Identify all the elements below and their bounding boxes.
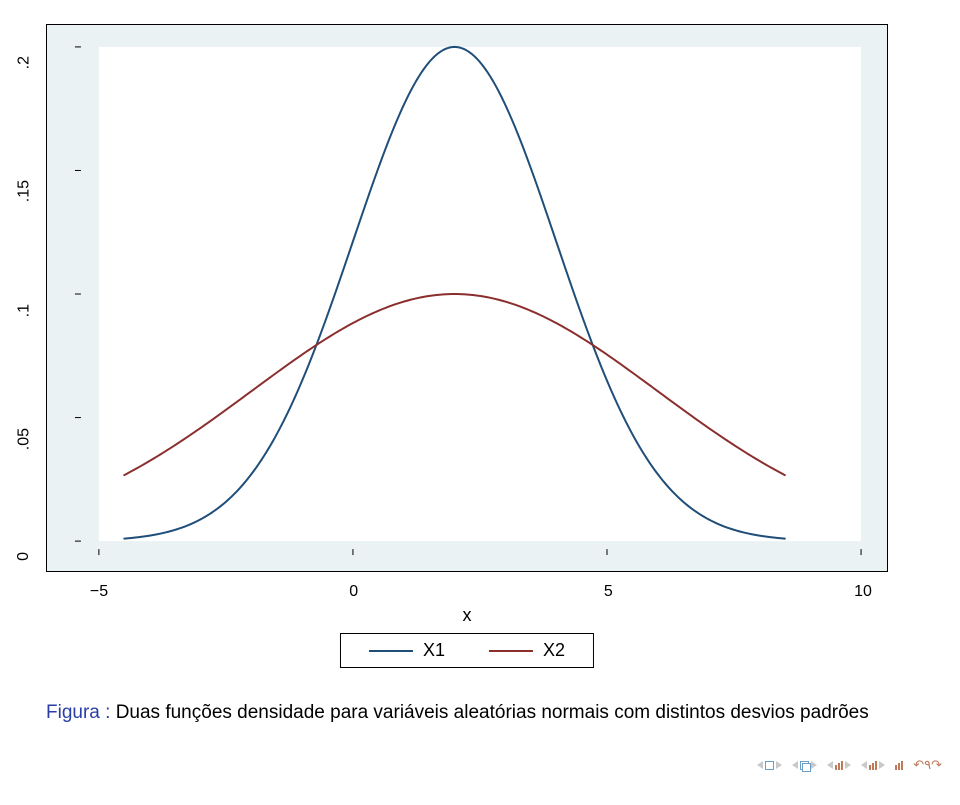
- x-tick-label: 10: [854, 583, 872, 601]
- legend-label: X1: [423, 640, 445, 661]
- legend-label: X2: [543, 640, 565, 661]
- beamer-nav-bar: ↶۹↷: [757, 757, 942, 773]
- legend-swatch: [369, 650, 413, 652]
- y-tick-label: 0: [15, 552, 33, 561]
- legend-item: X1: [369, 640, 445, 661]
- figure-caption: Figura : Duas funções densidade para var…: [46, 700, 888, 726]
- y-tick-label: .15: [15, 180, 33, 202]
- nav-section-prev[interactable]: [827, 761, 851, 770]
- x-tick-label: −5: [90, 583, 108, 601]
- nav-back-forward-icon[interactable]: ↶۹↷: [913, 757, 942, 773]
- x-axis-title: x: [463, 605, 472, 626]
- legend-item: X2: [489, 640, 565, 661]
- y-tick-label: .2: [15, 56, 33, 69]
- y-tick-label: .05: [15, 428, 33, 450]
- nav-frame-prev[interactable]: [757, 761, 782, 770]
- x-tick-label: 0: [349, 583, 358, 601]
- nav-bars-icon[interactable]: [895, 761, 903, 770]
- figure-caption-text: Duas funções densidade para variáveis al…: [116, 702, 869, 723]
- chart-container: x X1X2 0.05.1.15.2−50510: [46, 24, 888, 572]
- y-tick-label: .1: [15, 304, 33, 317]
- chart-legend: X1 X2: [340, 633, 594, 668]
- nav-subsection-prev[interactable]: [792, 761, 817, 770]
- chart-plot-svg: [47, 25, 887, 571]
- x-tick-label: 5: [604, 583, 613, 601]
- figure-caption-lead: Figura :: [46, 702, 110, 723]
- nav-doc-prev[interactable]: [861, 761, 885, 770]
- legend-swatch: [489, 650, 533, 652]
